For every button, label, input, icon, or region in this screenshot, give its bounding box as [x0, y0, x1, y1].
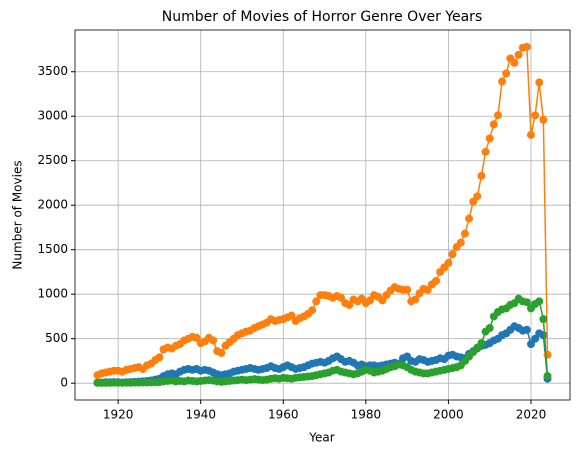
marker	[522, 325, 531, 334]
y-tick-label: 2500	[37, 153, 68, 167]
marker	[481, 147, 490, 156]
marker	[543, 350, 552, 359]
marker	[411, 295, 420, 304]
x-tick-label: 1980	[351, 408, 382, 422]
marker	[526, 130, 535, 139]
marker	[155, 353, 164, 362]
marker	[522, 42, 531, 51]
marker	[510, 58, 519, 67]
y-tick-label: 1500	[37, 242, 68, 256]
x-tick-label: 2020	[516, 408, 547, 422]
marker	[465, 214, 474, 223]
marker	[209, 336, 218, 345]
marker	[535, 297, 544, 306]
y-tick-label: 2000	[37, 198, 68, 212]
marker	[485, 324, 494, 333]
y-tick-label: 500	[45, 331, 68, 345]
x-tick-label: 1940	[185, 408, 216, 422]
marker	[539, 331, 548, 340]
marker	[473, 192, 482, 201]
x-axis-label: Year	[308, 431, 334, 445]
marker	[531, 111, 540, 120]
marker	[456, 238, 465, 247]
marker	[498, 77, 507, 86]
marker	[543, 372, 552, 381]
marker	[485, 134, 494, 143]
marker	[460, 229, 469, 238]
x-tick-label: 2000	[433, 408, 464, 422]
marker	[489, 120, 498, 129]
marker	[539, 115, 548, 124]
chart-title: Number of Movies of Horror Genre Over Ye…	[162, 9, 482, 25]
line	[97, 45, 549, 376]
y-axis-label: Number of Movies	[11, 160, 25, 269]
marker	[444, 259, 453, 268]
y-tick-label: 3500	[37, 64, 68, 78]
y-tick-label: 1000	[37, 287, 68, 301]
marker	[308, 306, 317, 315]
marker	[514, 50, 523, 59]
plot-frame	[74, 29, 571, 401]
marker	[403, 285, 412, 294]
marker	[535, 78, 544, 87]
marker	[448, 250, 457, 259]
x-tick-label: 1920	[103, 408, 134, 422]
marker	[493, 111, 502, 120]
marker	[217, 348, 226, 357]
marker	[432, 276, 441, 285]
marker	[522, 298, 531, 307]
y-tick-label: 0	[60, 376, 68, 390]
marker	[539, 315, 548, 324]
marker	[477, 339, 486, 348]
marker	[477, 171, 486, 180]
marker	[502, 69, 511, 78]
series	[93, 294, 552, 387]
series	[93, 42, 552, 380]
y-tick-label: 3000	[37, 109, 68, 123]
marker	[312, 297, 321, 306]
x-tick-label: 1960	[268, 408, 299, 422]
